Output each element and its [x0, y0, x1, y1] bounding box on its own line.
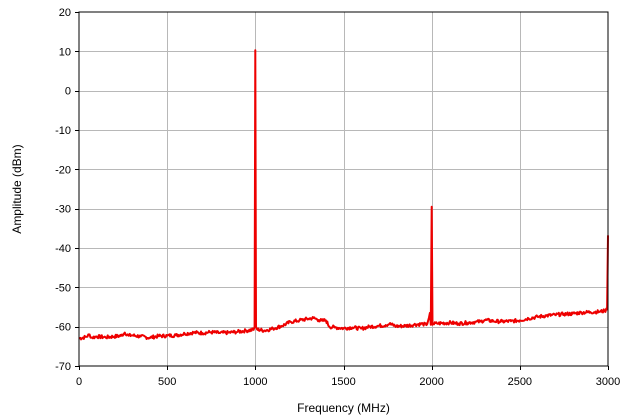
y-tick-label: 20: [59, 7, 71, 19]
y-tick-label: -30: [55, 204, 71, 216]
y-axis-ticks: 20 10 0 -10 -20 -30 -40 -50 -60 -70: [55, 7, 79, 373]
x-tick-label: 2500: [508, 376, 532, 388]
y-tick-label: -20: [55, 164, 71, 176]
spectrum-trace: [78, 49, 609, 341]
x-axis-ticks: 0 500 1000 1500 2000 2500 3000: [76, 366, 620, 388]
x-tick-label: 3000: [596, 376, 620, 388]
y-tick-label: -50: [55, 282, 71, 294]
x-tick-label: 2000: [419, 376, 443, 388]
y-tick-label: -60: [55, 322, 71, 334]
y-tick-label: -10: [55, 125, 71, 137]
x-tick-label: 1000: [243, 376, 267, 388]
y-tick-label: 10: [59, 46, 71, 58]
y-tick-label: -70: [55, 361, 71, 373]
x-tick-label: 1500: [331, 376, 355, 388]
y-axis-label: Amplitude (dBm): [10, 144, 24, 233]
plot-area-border: [78, 11, 609, 367]
x-tick-label: 0: [76, 376, 82, 388]
y-tick-label: 0: [65, 86, 71, 98]
y-tick-label: -40: [55, 243, 71, 255]
x-axis-label: Frequency (MHz): [297, 401, 390, 415]
x-tick-label: 500: [158, 376, 176, 388]
